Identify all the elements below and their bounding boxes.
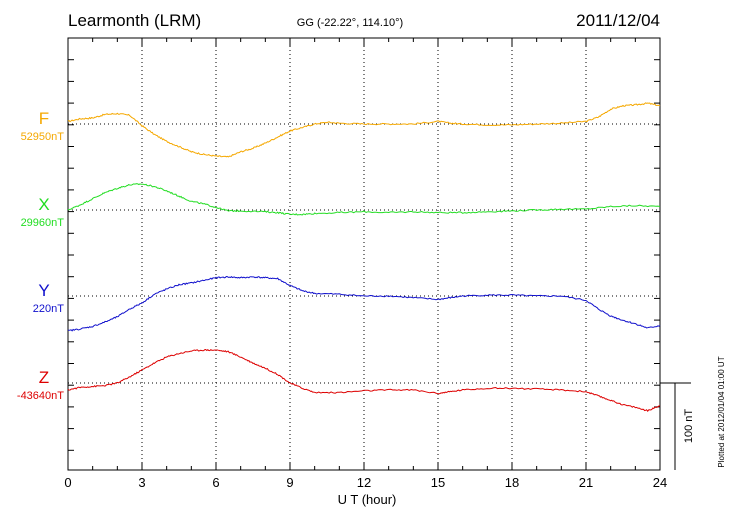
series-line-X [67, 183, 661, 216]
x-tick-label: 6 [212, 475, 219, 490]
x-tick-label: 21 [579, 475, 593, 490]
series-baseline-X: 29960nT [21, 217, 65, 229]
series-name-Y: Y [38, 281, 49, 300]
x-tick-label: 12 [357, 475, 371, 490]
date-label: 2011/12/04 [576, 11, 660, 30]
station-title: Learmonth (LRM) [68, 11, 201, 30]
x-tick-label: 3 [138, 475, 145, 490]
series-line-F [67, 102, 661, 158]
x-tick-label: 0 [64, 475, 71, 490]
grid [68, 38, 660, 470]
x-tick-label: 24 [653, 475, 667, 490]
plotted-note: Plotted at 2012/01/04 01:00 UT [717, 356, 726, 467]
scale-bar: 100 nT [660, 382, 695, 470]
series-labels: F 52950nT X 29960nT Y 220nT Z -43640nT [17, 109, 64, 402]
series-name-F: F [39, 109, 49, 128]
scale-label: 100 nT [683, 409, 695, 444]
series-line-Y [67, 275, 661, 332]
axis-ticks: 0 3 6 9 12 15 18 21 24 [64, 38, 667, 490]
series-baseline-Z: -43640nT [17, 390, 64, 402]
x-tick-label: 15 [431, 475, 445, 490]
series-lines [67, 102, 661, 413]
series-baseline-Y: 220nT [33, 303, 64, 315]
series-name-X: X [38, 195, 49, 214]
x-tick-label: 9 [286, 475, 293, 490]
series-line-Z [67, 348, 661, 413]
x-tick-label: 18 [505, 475, 519, 490]
coords-label: GG (-22.22°, 114.10°) [297, 17, 403, 29]
series-baseline-F: 52950nT [21, 131, 65, 143]
x-axis-title: U T (hour) [338, 492, 397, 507]
series-name-Z: Z [39, 368, 49, 387]
